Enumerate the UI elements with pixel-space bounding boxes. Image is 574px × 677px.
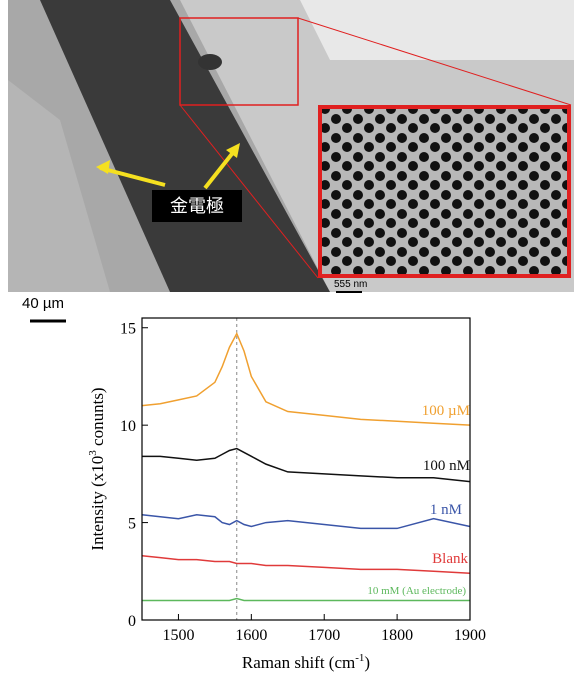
figure: 金電極 555 nm 40 µm 15001600170018001900051… — [0, 0, 574, 677]
x-axis-label-end: ) — [364, 653, 370, 672]
y-axis-label-text: Intensity (x10 — [88, 456, 107, 551]
series-line — [142, 515, 470, 529]
main-scale: 40 µm — [22, 295, 64, 312]
series-label: Blank — [432, 551, 468, 567]
series-line — [142, 556, 470, 574]
series-label: 10 mM (Au electrode) — [367, 585, 466, 597]
x-tick-label: 1500 — [162, 627, 194, 644]
y-axis-label-end: conunts) — [88, 387, 107, 450]
x-tick-label: 1800 — [381, 627, 413, 644]
series-label: 100 nM — [423, 458, 470, 474]
x-tick-label: 1600 — [235, 627, 267, 644]
x-axis-label: Raman shift (cm-1) — [242, 652, 370, 672]
x-tick-label: 1900 — [454, 627, 486, 644]
y-axis-label: Intensity (x103 conunts) — [87, 387, 107, 550]
series-label: 100 µM — [422, 403, 470, 419]
plot-frame — [142, 318, 470, 620]
series-label: 1 nM — [430, 502, 462, 518]
x-axis-label-sup: -1 — [355, 652, 364, 664]
sem-image: 金電極 555 nm — [8, 0, 574, 292]
electrode-label: 金電極 — [170, 196, 224, 216]
series-line — [142, 599, 470, 601]
y-tick-label: 0 — [128, 613, 136, 630]
y-tick-label: 10 — [120, 418, 136, 435]
inset-scale: 555 nm — [334, 279, 367, 290]
series-line — [142, 449, 470, 482]
y-tick-label: 15 — [120, 321, 136, 338]
x-axis-label-text: Raman shift (cm — [242, 653, 355, 672]
y-tick-label: 5 — [128, 516, 136, 533]
x-tick-label: 1700 — [308, 627, 340, 644]
chart: 1500 1600 1700 1800 1900 0 5 10 15 100 µM 100 nM 1 … — [87, 318, 486, 672]
